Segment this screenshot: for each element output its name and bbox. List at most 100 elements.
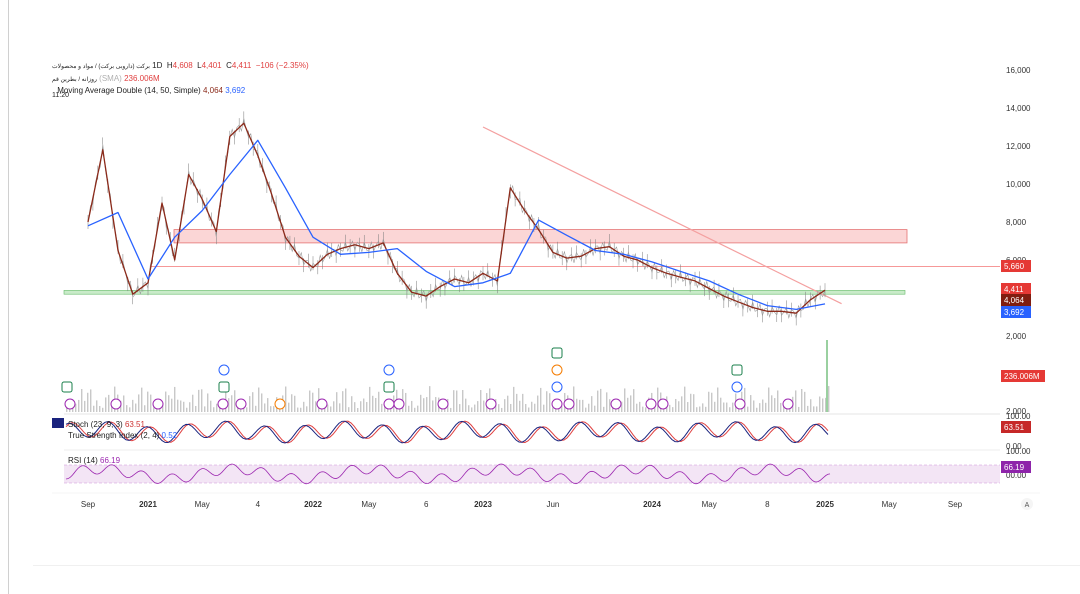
x-tick-label: 2021 bbox=[139, 500, 157, 509]
volume-bar bbox=[690, 393, 692, 412]
volume-bar bbox=[480, 390, 482, 412]
volume-bar bbox=[273, 406, 275, 412]
volume-bar bbox=[312, 392, 314, 412]
x-tick-label: 6 bbox=[424, 500, 429, 509]
volume-bar bbox=[465, 398, 467, 412]
volume-bar bbox=[459, 404, 461, 412]
volume-value: 236.006M bbox=[124, 74, 160, 83]
volume-bar bbox=[354, 402, 356, 412]
volume-bar bbox=[261, 393, 263, 412]
ma-slow-value: 3,692 bbox=[225, 86, 246, 95]
volume-indicator: (SMA) bbox=[99, 74, 122, 83]
volume-bar bbox=[645, 407, 647, 412]
earnings-marker-icon bbox=[383, 398, 395, 410]
volume-bar bbox=[189, 402, 191, 412]
volume-bar bbox=[345, 388, 347, 412]
volume-bar bbox=[144, 405, 146, 412]
volume-bar bbox=[123, 395, 125, 412]
rsi-axis-label: 00.00 bbox=[1006, 471, 1027, 480]
volume-bar bbox=[573, 386, 575, 412]
ma-name[interactable]: Moving Average Double (14, 50, Simple) bbox=[57, 86, 201, 95]
rsi-badge-bg bbox=[1001, 461, 1031, 473]
legend-row-tsi: True Strength Index (2, 4) 0.52 bbox=[68, 431, 177, 440]
volume-bar bbox=[267, 398, 269, 412]
volume-bar bbox=[519, 400, 521, 412]
legend-row-volume: روزانه / بطرین قم (SMA) 236.006M bbox=[52, 74, 160, 83]
volume-bar bbox=[546, 391, 548, 412]
volume-bar bbox=[822, 398, 824, 412]
tsi-name[interactable]: True Strength Index (2, 4) bbox=[68, 431, 160, 440]
volume-bar bbox=[111, 403, 113, 412]
volume-bar bbox=[96, 400, 98, 412]
volume-bar bbox=[93, 405, 95, 412]
x-tick-label: May bbox=[882, 500, 897, 509]
volume-bar bbox=[585, 407, 587, 412]
earnings-marker-icon bbox=[657, 398, 669, 410]
volume-bar bbox=[255, 405, 257, 412]
y-tick-label: 16,000 bbox=[1006, 66, 1031, 75]
volume-bar bbox=[609, 399, 611, 412]
volume-bar bbox=[606, 392, 608, 412]
volume-bar bbox=[429, 386, 431, 412]
rsi-name[interactable]: RSI (14) bbox=[68, 456, 98, 465]
volume-bar bbox=[654, 406, 656, 412]
volume-bar bbox=[405, 392, 407, 412]
volume-bar bbox=[726, 402, 728, 412]
corporate-event-icon bbox=[551, 364, 563, 376]
volume-bar bbox=[141, 387, 143, 412]
volume-bar bbox=[798, 406, 800, 412]
volume-badge: 236.006M bbox=[1004, 372, 1040, 381]
auto-scale-button[interactable] bbox=[1021, 498, 1033, 510]
price-axis: 16,00014,00012,00010,0008,0006,0002,0002… bbox=[1006, 66, 1031, 480]
events-pane bbox=[61, 347, 794, 410]
volume-bar bbox=[783, 404, 785, 412]
ma-fast-line bbox=[87, 122, 826, 314]
volume-bar bbox=[381, 403, 383, 412]
low-value: 4,401 bbox=[201, 61, 222, 70]
volume-bar bbox=[750, 395, 752, 412]
ma-fast-badge: 4,064 bbox=[1004, 296, 1025, 305]
volume-bar bbox=[369, 386, 371, 412]
volume-bar bbox=[426, 397, 428, 412]
change-value: −106 (−2.35%) bbox=[255, 61, 309, 70]
volume-bar bbox=[810, 399, 812, 412]
volume-bar bbox=[720, 397, 722, 412]
volume-bar bbox=[147, 391, 149, 412]
volume-bar bbox=[537, 395, 539, 412]
volume-bar bbox=[375, 397, 377, 412]
earnings-marker-icon bbox=[782, 398, 794, 410]
y-tick-label: 8,000 bbox=[1006, 218, 1027, 227]
rsi-band bbox=[64, 465, 1000, 483]
volume-bar bbox=[603, 406, 605, 412]
close-value: 4,411 bbox=[231, 61, 252, 70]
earnings-marker-icon bbox=[645, 398, 657, 410]
y-tick-label: 14,000 bbox=[1006, 104, 1031, 113]
volume-bar bbox=[75, 403, 77, 412]
ma-slow-badge-bg bbox=[1001, 306, 1031, 318]
earnings-marker-icon bbox=[217, 398, 229, 410]
volume-bar bbox=[576, 398, 578, 412]
stoch-main-line bbox=[65, 420, 829, 444]
x-tick-label: 2025 bbox=[816, 500, 834, 509]
stoch-axis-label: 100.00 bbox=[1006, 412, 1031, 421]
volume-bar bbox=[207, 393, 209, 412]
volume-bar bbox=[717, 387, 719, 412]
volume-bar bbox=[657, 387, 659, 412]
volume-bar bbox=[696, 407, 698, 412]
stoch-name[interactable]: Stoch (23, 9, 3) bbox=[68, 420, 123, 429]
volume-bar bbox=[522, 393, 524, 412]
rsi-legend-value: 66.19 bbox=[100, 456, 121, 465]
volume-bar bbox=[795, 390, 797, 412]
volume-bar bbox=[588, 403, 590, 412]
volume-bar bbox=[129, 407, 131, 412]
volume-bar bbox=[780, 402, 782, 412]
volume-bar bbox=[684, 386, 686, 412]
volume-bar bbox=[258, 387, 260, 412]
earnings-marker-icon bbox=[152, 398, 164, 410]
volume-bar bbox=[723, 402, 725, 412]
volume-bar bbox=[744, 387, 746, 412]
volume-bar bbox=[612, 406, 614, 412]
volume-label: روزانه / بطرین قم bbox=[52, 77, 97, 83]
volume-bar bbox=[78, 399, 80, 412]
